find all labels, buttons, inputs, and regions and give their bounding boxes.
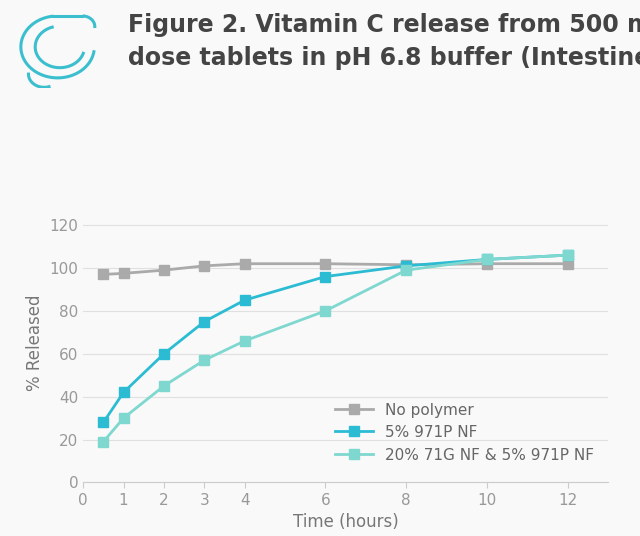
- Line: 5% 971P NF: 5% 971P NF: [99, 250, 573, 427]
- Y-axis label: % Released: % Released: [26, 295, 44, 391]
- Line: No polymer: No polymer: [99, 259, 573, 279]
- 20% 71G NF & 5% 971P NF: [483, 256, 491, 263]
- 20% 71G NF & 5% 971P NF: [200, 357, 208, 363]
- 5% 971P NF: [483, 256, 491, 263]
- Text: dose tablets in pH 6.8 buffer (Intestine): dose tablets in pH 6.8 buffer (Intestine…: [128, 46, 640, 70]
- 5% 971P NF: [321, 273, 329, 280]
- 20% 71G NF & 5% 971P NF: [403, 267, 410, 273]
- No polymer: [100, 271, 108, 278]
- 5% 971P NF: [564, 252, 572, 258]
- Legend: No polymer, 5% 971P NF, 20% 71G NF & 5% 971P NF: No polymer, 5% 971P NF, 20% 71G NF & 5% …: [329, 397, 600, 469]
- No polymer: [160, 267, 168, 273]
- 5% 971P NF: [403, 263, 410, 269]
- 20% 71G NF & 5% 971P NF: [160, 383, 168, 389]
- 20% 71G NF & 5% 971P NF: [241, 338, 248, 344]
- 20% 71G NF & 5% 971P NF: [100, 438, 108, 445]
- No polymer: [200, 263, 208, 269]
- No polymer: [241, 260, 248, 267]
- Line: 20% 71G NF & 5% 971P NF: 20% 71G NF & 5% 971P NF: [99, 250, 573, 446]
- 5% 971P NF: [160, 351, 168, 357]
- X-axis label: Time (hours): Time (hours): [292, 513, 399, 531]
- Text: Figure 2. Vitamin C release from 500 mg: Figure 2. Vitamin C release from 500 mg: [128, 13, 640, 38]
- No polymer: [483, 260, 491, 267]
- 20% 71G NF & 5% 971P NF: [564, 252, 572, 258]
- 20% 71G NF & 5% 971P NF: [321, 308, 329, 314]
- No polymer: [564, 260, 572, 267]
- 20% 71G NF & 5% 971P NF: [120, 415, 127, 421]
- 5% 971P NF: [200, 318, 208, 325]
- No polymer: [403, 262, 410, 268]
- 5% 971P NF: [100, 419, 108, 426]
- No polymer: [321, 260, 329, 267]
- 5% 971P NF: [120, 389, 127, 396]
- No polymer: [120, 270, 127, 277]
- 5% 971P NF: [241, 297, 248, 303]
